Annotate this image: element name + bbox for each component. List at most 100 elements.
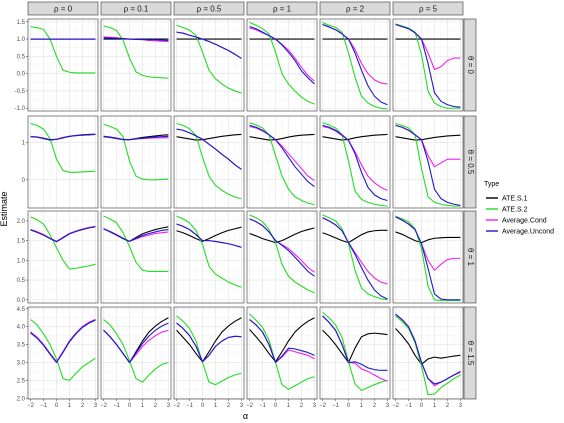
series-line-average-uncond [249,319,315,364]
column-strip-label: ρ = 0.5 [197,5,222,14]
column-strip-label: ρ = 0.1 [124,5,149,14]
row-strip: θ = 0 [463,18,477,112]
panel-border [319,306,391,400]
panel-border [100,210,172,304]
series-line-average-uncond [176,128,242,170]
series-line-average-uncond [103,322,169,364]
y-tick-label: 0.5 [17,278,26,284]
y-tick-label: 0.0 [17,298,26,304]
x-tick-label: 1 [214,403,218,409]
column-strip-bg [27,1,99,16]
legend-label: Average.Cond [502,218,547,225]
panel-border [246,18,318,112]
series-line-ate-s-1 [249,227,315,244]
x-tick-label: 2 [300,403,304,409]
series-line-average-uncond [30,319,96,364]
panel [319,18,391,112]
series-line-ate-s-2 [30,26,96,74]
series-line-ate-s-2 [176,24,242,94]
legend: Type ATE.S.1 ATE.S.2 Average.Cond Average.U… [484,181,554,236]
panel [392,210,464,304]
series-line-ate-s-2 [249,214,315,294]
y-tick-label: 1.5 [17,20,26,26]
series-line-ate-s-1 [395,231,461,244]
column-strip-label: ρ = 1 [273,5,292,14]
panel-border [392,18,464,112]
y-tick-label: 3.5 [17,343,26,349]
y-tick-label: -1.0 [15,106,26,112]
x-tick-label: 2 [154,403,158,409]
column-strip-bg [392,1,464,16]
x-tick-label: −2 [392,403,400,409]
series-line-average-uncond [395,313,461,385]
y-tick-label: 3.0 [17,360,26,366]
panel [27,115,99,209]
x-tick-label: 3 [240,403,244,409]
row-strip-bg [463,115,477,209]
y-axis-title: Estimate [0,191,9,226]
x-tick-label: 2 [446,403,450,409]
row-strip: θ = 1 [463,210,477,304]
series-line-average-uncond [322,124,388,202]
series-line-ate-s-1 [395,134,461,141]
x-tick-label: 0 [347,403,351,409]
panel-border [27,115,99,209]
x-tick-label: 1 [68,403,72,409]
column-strip-label: ρ = 5 [419,5,438,14]
x-tick-label: −1 [113,403,121,409]
series-line-average-uncond [322,217,388,300]
y-tick-label: 1.0 [17,258,26,264]
series-line-average-uncond [395,216,461,301]
column-strip: ρ = 0 [27,1,99,16]
y-tick-label: 4.5 [17,307,26,313]
legend-title: Type [484,181,499,188]
panel-border [27,306,99,400]
series-line-ate-s-2 [30,319,96,381]
series-line-ate-s-1 [322,133,388,141]
panel [27,306,99,400]
panel [392,115,464,209]
x-tick-label: 1 [433,403,437,409]
panel [319,115,391,209]
column-strip: ρ = 0.1 [100,1,172,16]
panel-border [246,210,318,304]
row-strip-bg [463,18,477,112]
series-line-ate-s-2 [103,319,169,383]
column-strip-bg [246,1,318,16]
panel [100,306,172,400]
panel-border [173,18,245,112]
panel [246,18,318,112]
column-strip: ρ = 5 [392,1,464,16]
y-tick-label: 1.5 [17,239,26,245]
x-tick-label: 0 [201,403,205,409]
series-line-ate-s-1 [249,317,315,363]
x-tick-label: 3 [386,403,390,409]
y-tick-label: 0.0 [17,72,26,78]
x-tick-label: −1 [405,403,413,409]
panel-border [100,18,172,112]
panel [392,18,464,112]
series-line-ate-s-2 [103,215,169,272]
x-tick-label: 2 [373,403,377,409]
series-line-ate-s-1 [249,133,315,141]
legend-label: Average.Uncond [502,229,554,236]
panel-border [100,306,172,400]
x-tick-label: −2 [319,403,327,409]
panel [246,306,318,400]
y-tick-label: 2.5 [17,378,26,384]
x-tick-label: 3 [459,403,463,409]
panel [319,306,391,400]
x-tick-label: −2 [246,403,254,409]
panel [27,18,99,112]
series-line-average-uncond [249,124,315,188]
y-tick-label: 1 [22,140,26,146]
panel [27,210,99,304]
series-line-average-uncond [103,228,169,242]
row-strip-bg [463,210,477,304]
x-tick-label: 3 [313,403,317,409]
legend-label: ATE.S.1 [502,196,528,203]
x-tick-label: 3 [94,403,98,409]
x-tick-label: −1 [40,403,48,409]
row-strip: θ = 0.5 [463,115,477,209]
